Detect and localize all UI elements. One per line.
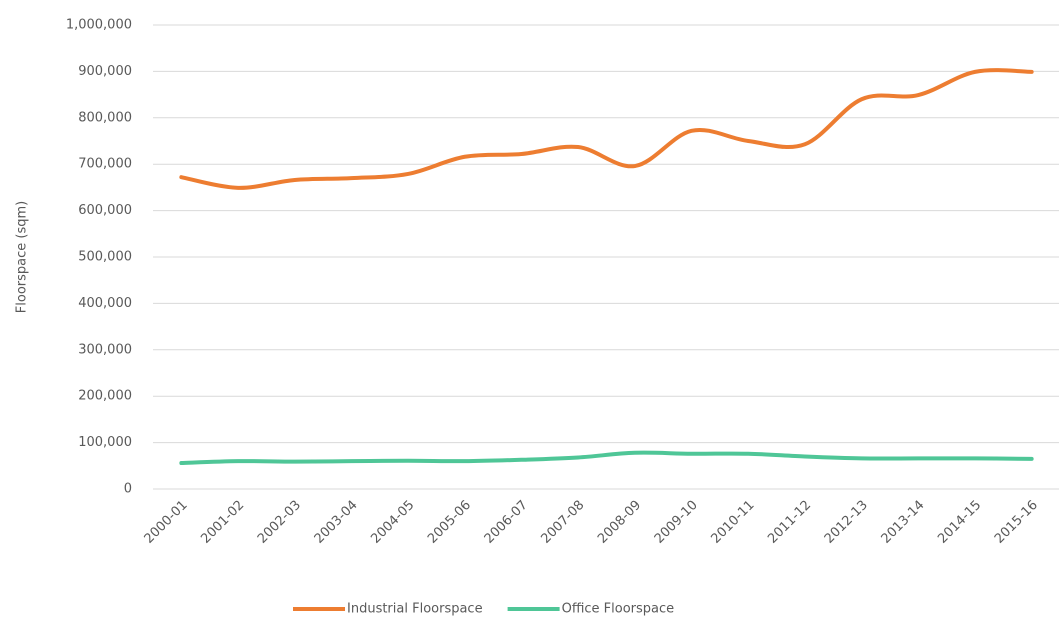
y-tick-label: 100,000 — [78, 435, 132, 450]
y-tick-label: 400,000 — [78, 296, 132, 311]
y-tick-label: 600,000 — [78, 203, 132, 218]
series-line — [179, 450, 1034, 466]
x-tick-label: 2011-12 — [765, 498, 814, 547]
y-tick-label: 700,000 — [78, 157, 132, 172]
y-tick-label: 900,000 — [78, 64, 132, 79]
y-tick-label: 800,000 — [78, 110, 132, 125]
y-tick-label: 1,000,000 — [66, 18, 132, 33]
x-tick-label: 2015-16 — [992, 498, 1041, 547]
x-tick-label: 2000-01 — [142, 498, 191, 547]
x-tick-label: 2005-06 — [425, 498, 474, 547]
x-tick-label: 2010-11 — [708, 498, 757, 547]
x-tick-label: 2002-03 — [255, 498, 304, 547]
y-tick-label: 500,000 — [78, 250, 132, 265]
y-tick-label: 300,000 — [78, 342, 132, 357]
y-tick-label: 0 — [124, 482, 132, 497]
x-tick-label: 2001-02 — [198, 498, 247, 547]
x-tick-label: 2009-10 — [652, 498, 701, 547]
x-tick-label: 2007-08 — [538, 498, 587, 547]
legend-label: Industrial Floorspace — [347, 602, 483, 617]
x-tick-label: 2008-09 — [595, 498, 644, 547]
x-tick-label: 2003-04 — [312, 498, 361, 547]
series-line — [179, 68, 1034, 190]
y-tick-label: 200,000 — [78, 389, 132, 404]
x-tick-label: 2012-13 — [822, 498, 871, 547]
x-tick-label: 2006-07 — [482, 498, 531, 547]
legend-label: Office Floorspace — [562, 602, 675, 617]
x-tick-label: 2004-05 — [368, 498, 417, 547]
x-tick-label: 2013-14 — [879, 498, 928, 547]
y-axis-label: Floorspace (sqm) — [15, 201, 30, 313]
x-tick-label: 2014-15 — [935, 498, 984, 547]
